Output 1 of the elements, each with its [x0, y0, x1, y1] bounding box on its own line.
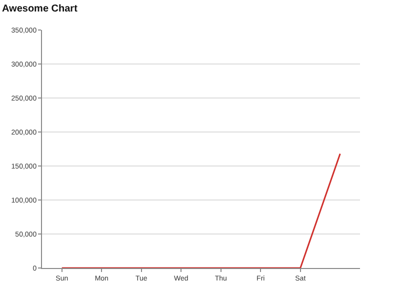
chart-title: Awesome Chart — [2, 4, 78, 14]
